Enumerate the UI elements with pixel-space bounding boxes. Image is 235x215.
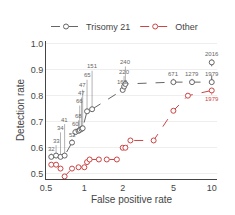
svg-text:10: 10 xyxy=(207,183,217,193)
svg-text:Detection rate: Detection rate xyxy=(15,78,26,141)
svg-text:151: 151 xyxy=(87,63,98,69)
svg-text:1979: 1979 xyxy=(205,96,219,102)
svg-text:32: 32 xyxy=(48,146,55,152)
svg-text:1.0: 1.0 xyxy=(31,39,44,49)
svg-text:0.5: 0.5 xyxy=(40,183,53,193)
svg-text:1279: 1279 xyxy=(185,71,199,77)
svg-text:Other: Other xyxy=(175,22,198,32)
svg-text:65: 65 xyxy=(84,72,91,78)
svg-text:66: 66 xyxy=(76,98,83,104)
svg-text:52: 52 xyxy=(69,132,76,138)
svg-text:0.9: 0.9 xyxy=(31,65,44,75)
svg-text:1979: 1979 xyxy=(205,71,219,77)
svg-text:47: 47 xyxy=(79,82,86,88)
svg-text:220: 220 xyxy=(119,69,130,75)
svg-text:Trisomy 21: Trisomy 21 xyxy=(86,22,130,32)
svg-text:34: 34 xyxy=(57,125,64,131)
svg-text:2016: 2016 xyxy=(205,51,219,57)
svg-text:0.8: 0.8 xyxy=(31,91,44,101)
svg-text:41: 41 xyxy=(61,117,68,123)
svg-text:0.7: 0.7 xyxy=(31,117,44,127)
svg-text:163: 163 xyxy=(117,79,128,85)
svg-text:5: 5 xyxy=(171,183,176,193)
svg-text:False positive rate: False positive rate xyxy=(91,194,173,205)
svg-text:47: 47 xyxy=(78,90,85,96)
svg-text:33: 33 xyxy=(53,138,60,144)
svg-text:1: 1 xyxy=(82,183,87,193)
svg-text:60: 60 xyxy=(72,121,79,127)
svg-text:671: 671 xyxy=(168,71,179,77)
svg-text:2: 2 xyxy=(120,183,125,193)
svg-text:240: 240 xyxy=(120,59,131,65)
svg-text:0.6: 0.6 xyxy=(31,143,44,153)
svg-text:68: 68 xyxy=(75,113,82,119)
svg-text:0.5: 0.5 xyxy=(31,169,44,179)
